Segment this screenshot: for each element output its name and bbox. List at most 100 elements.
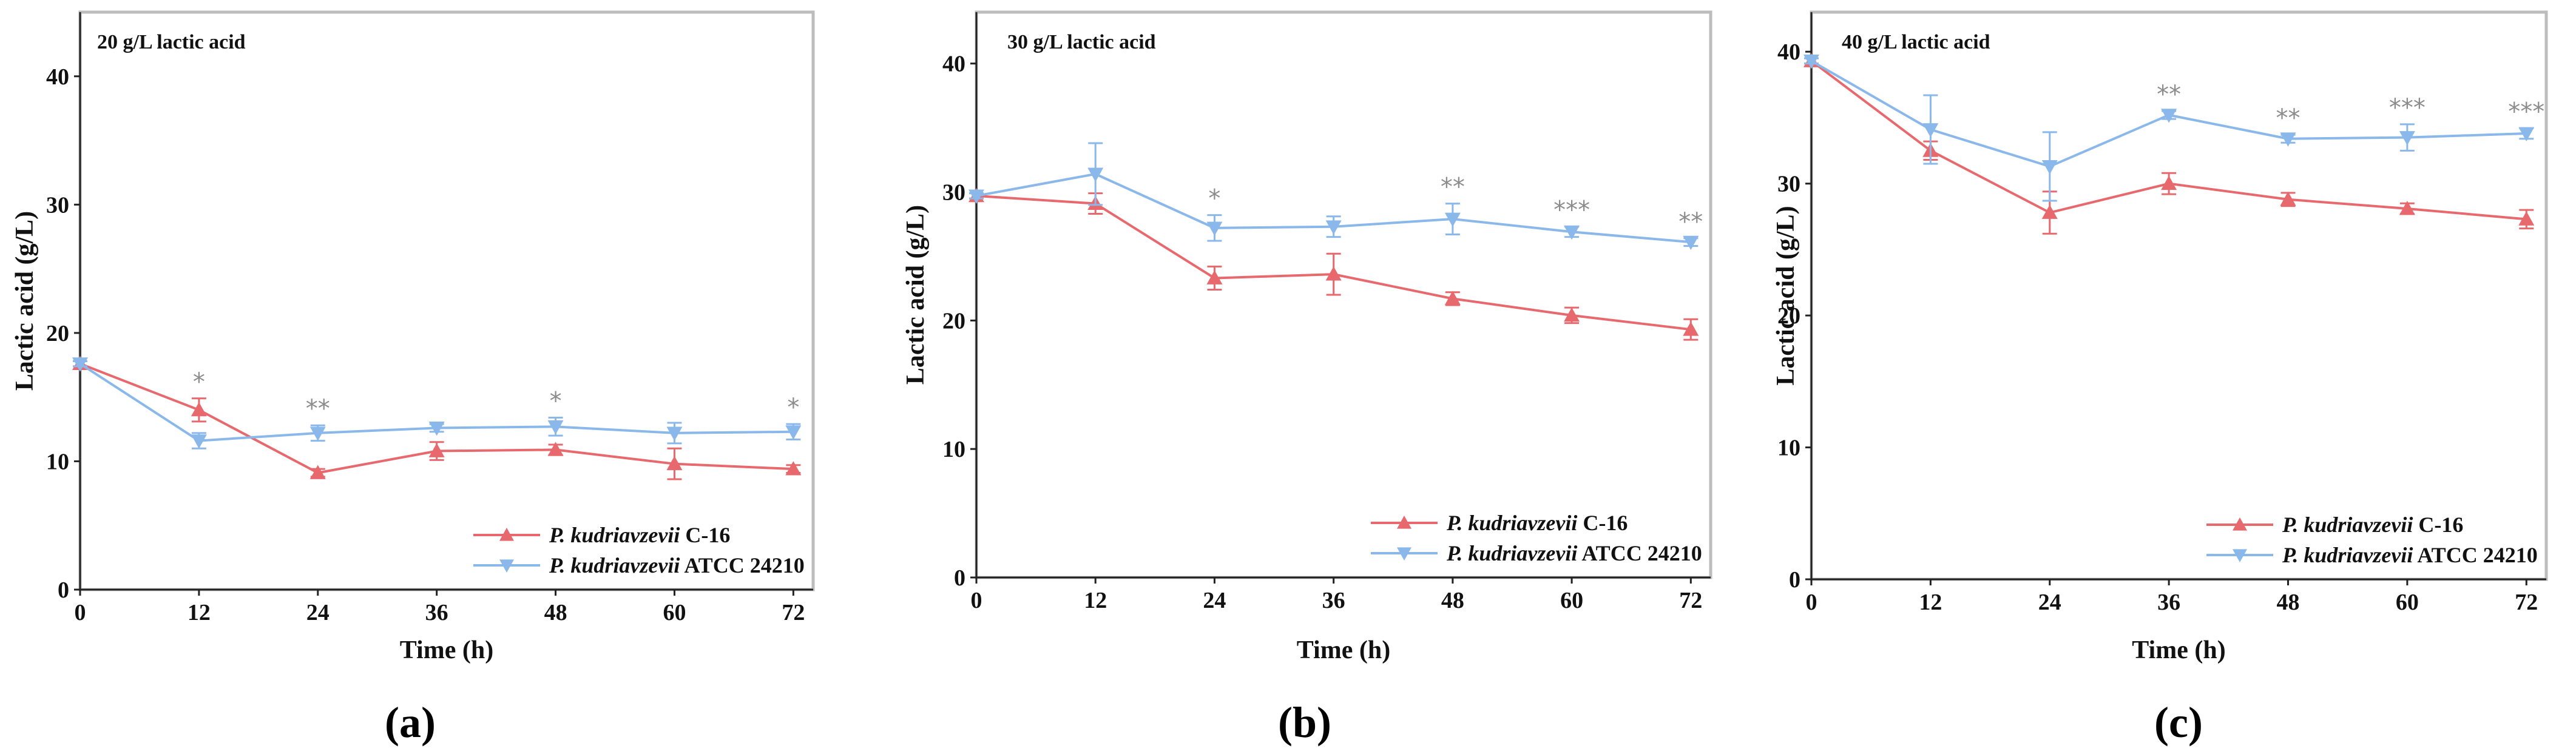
data-point	[1325, 220, 1342, 235]
y-tick-label: 40	[942, 52, 965, 77]
y-axis-title: Lactic acid (g/L)	[1772, 206, 1800, 385]
data-point	[785, 425, 802, 440]
panel-letter: (c)	[2154, 698, 2203, 747]
chart-panel-b: 0 12 24 36 48 60 72 0 10 20 30 40 Time (h) Lactic aci…	[902, 10, 1712, 747]
legend-marker	[1397, 547, 1411, 560]
data-point	[1564, 225, 1580, 240]
x-tick-label: 60	[1560, 588, 1583, 613]
plot-frame	[975, 10, 1712, 579]
x-tick-label: 0	[971, 588, 982, 613]
x-axis-title: Time (h)	[1297, 636, 1390, 664]
data-point	[547, 442, 564, 456]
significance-marker: *	[787, 394, 799, 422]
x-tick-label: 72	[1679, 588, 1702, 613]
significance-marker: ***	[2389, 94, 2426, 122]
legend-label-strain: ATCC 24210	[2413, 543, 2537, 567]
legend-label-species: P. kudriavzevii	[1446, 541, 1577, 565]
y-tick-label: 10	[1777, 436, 1800, 461]
x-tick-label: 12	[1084, 588, 1107, 613]
x-tick-label: 24	[1203, 588, 1226, 613]
significance-marker: **	[2157, 81, 2181, 109]
x-tick-label: 60	[663, 600, 686, 625]
x-tick-label: 0	[1806, 590, 1817, 615]
data-point	[1206, 221, 1223, 236]
data-point	[191, 434, 207, 449]
legend-label: P. kudriavzevii C-16	[1446, 511, 1628, 535]
legend-label-strain: C-16	[1577, 511, 1628, 535]
legend-label: P. kudriavzevii C-16	[549, 523, 730, 547]
significance-marker: *	[1208, 185, 1220, 213]
data-point	[666, 426, 683, 441]
panel-title: 20 g/L lactic acid	[97, 31, 246, 53]
data-point	[1206, 270, 1223, 284]
x-tick-label: 24	[306, 600, 330, 625]
y-axis-title: Lactic acid (g/L)	[11, 211, 39, 391]
data-point	[2280, 132, 2296, 147]
data-point	[309, 465, 326, 479]
data-point	[72, 357, 88, 372]
y-tick-label: 10	[942, 437, 965, 462]
significance-marker: **	[306, 395, 330, 423]
chart-panel-c: 0 12 24 36 48 60 72 0 10 20 30 40 Time (h) Lactic aci…	[1772, 10, 2548, 747]
x-axis-title: Time (h)	[2132, 636, 2225, 664]
legend-entry: P. kudriavzevii ATCC 24210	[473, 553, 805, 577]
panel-title: 30 g/L lactic acid	[1007, 31, 1156, 53]
x-tick-label: 36	[425, 600, 448, 625]
y-tick-label: 0	[58, 577, 69, 603]
legend-label: P. kudriavzevii ATCC 24210	[549, 553, 805, 577]
panel-letter: (b)	[1278, 698, 1331, 747]
legend-marker	[2233, 549, 2247, 562]
data-point	[428, 443, 445, 457]
data-point	[547, 420, 564, 435]
data-point	[1325, 266, 1342, 281]
x-axis-title: Time (h)	[400, 636, 493, 664]
legend-label-species: P. kudriavzevii	[1446, 511, 1577, 535]
x-tick-label: 72	[782, 600, 805, 625]
y-tick-label: 30	[942, 180, 965, 206]
x-tick-label: 48	[2277, 590, 2300, 615]
series-c16	[72, 355, 802, 480]
y-tick-label: 30	[1777, 172, 1800, 197]
x-tick-label: 48	[544, 600, 567, 625]
legend-marker	[499, 559, 514, 573]
data-point	[2399, 131, 2415, 146]
legend-entry: P. kudriavzevii C-16	[2206, 513, 2463, 537]
legend-label-species: P. kudriavzevii	[549, 523, 680, 547]
significance-marker: **	[1441, 173, 1465, 201]
chart-panel-a: 0 12 24 36 48 60 72 0 10 20 30 40 Time (h) Lactic aci…	[11, 10, 815, 747]
y-axis-title: Lactic acid (g/L)	[902, 205, 930, 385]
data-point	[2161, 175, 2177, 190]
data-point	[2041, 204, 2058, 219]
data-point	[1444, 212, 1461, 227]
y-tick-label: 0	[1789, 567, 1800, 593]
legend-entry: P. kudriavzevii ATCC 24210	[1371, 541, 1702, 565]
significance-marker: ***	[1553, 197, 1590, 224]
legend-entry: P. kudriavzevii C-16	[473, 523, 730, 547]
significance-marker: *	[550, 388, 562, 416]
data-point	[2280, 191, 2296, 206]
legend-label-strain: ATCC 24210	[1577, 541, 1702, 565]
data-point	[2518, 127, 2535, 142]
y-tick-label: 40	[1777, 39, 1800, 65]
data-point	[309, 426, 326, 441]
legend-entry: P. kudriavzevii ATCC 24210	[2206, 543, 2538, 567]
data-point	[2518, 211, 2535, 226]
data-point	[969, 189, 984, 204]
x-tick-label: 72	[2515, 590, 2538, 615]
x-tick-label: 36	[1322, 588, 1345, 613]
data-point	[1804, 55, 1819, 69]
series-atcc24210	[969, 142, 1699, 251]
legend-label-species: P. kudriavzevii	[2282, 513, 2413, 537]
data-point	[2161, 109, 2177, 123]
data-point	[428, 422, 445, 436]
data-point	[191, 402, 207, 417]
legend-label-species: P. kudriavzevii	[549, 553, 680, 577]
x-tick-label: 36	[2157, 590, 2180, 615]
series-atcc24210	[72, 357, 802, 449]
legend-label-species: P. kudriavzevii	[2282, 543, 2413, 567]
y-tick-label: 10	[46, 449, 69, 474]
data-point	[1444, 291, 1461, 305]
panel-letter: (a)	[385, 698, 436, 747]
data-point	[1087, 167, 1104, 182]
y-tick-label: 20	[46, 321, 69, 346]
